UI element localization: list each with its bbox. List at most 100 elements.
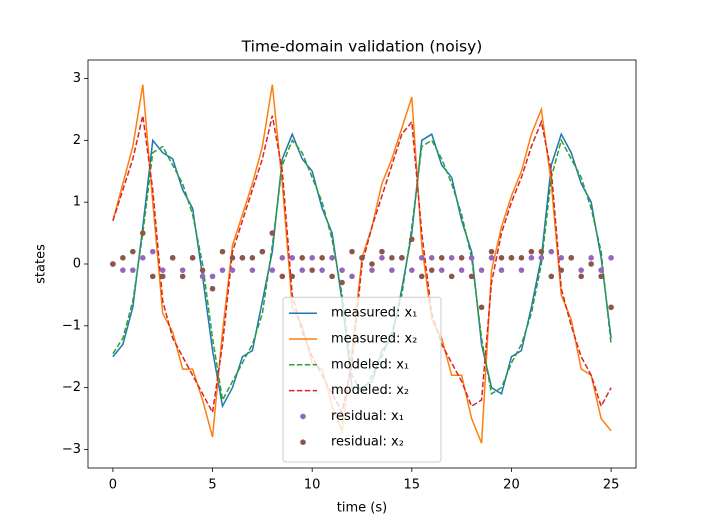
legend: measured: x₁ measured: x₂ modeled: x₁ model… (282, 296, 442, 463)
residual-point (418, 273, 425, 280)
x-tick-label: 25 (603, 478, 620, 493)
x-tick-label: 20 (503, 478, 520, 493)
residual-point (269, 267, 276, 273)
residual-point (269, 230, 276, 236)
residual-point (478, 267, 485, 273)
residual-point (149, 248, 156, 255)
residual-point (249, 267, 256, 273)
residual-point (339, 279, 345, 286)
residual-point (110, 261, 116, 267)
residual-point (289, 273, 296, 280)
residual-point (369, 261, 375, 267)
residual-point (159, 273, 166, 280)
residual-point (349, 273, 355, 280)
residual-point (299, 255, 306, 261)
legend-label: modeled: x₂ (331, 383, 409, 398)
residual-point (578, 267, 584, 273)
residual-point (428, 267, 435, 273)
residual-point (369, 267, 375, 273)
residual-point (329, 273, 335, 280)
chart-title: Time-domain validation (noisy) (241, 38, 483, 56)
residual-point (279, 255, 286, 261)
residual-point (468, 273, 475, 280)
residual-point (319, 255, 325, 261)
residual-point (179, 273, 186, 280)
residual-point (140, 255, 146, 261)
residual-point (199, 267, 206, 273)
series-line (112, 138, 612, 403)
residual-point (528, 255, 535, 261)
y-tick-label: 1 (73, 195, 81, 210)
residual-point (488, 255, 495, 261)
residual-point (548, 273, 555, 280)
residual-point (309, 267, 315, 273)
residual-point (608, 255, 614, 261)
legend-box (282, 296, 442, 463)
residual-point (498, 267, 505, 273)
residual-point (120, 255, 126, 261)
residual-point (239, 255, 246, 261)
series-line (112, 115, 612, 415)
x-tick-label: 15 (404, 478, 421, 493)
residual-point (438, 255, 445, 261)
residual-point (219, 267, 226, 273)
x-tick-label: 10 (304, 478, 321, 493)
residual-point (468, 255, 475, 261)
residual-point (409, 236, 415, 243)
residual-point (229, 255, 236, 261)
residual-point (149, 273, 156, 280)
residual-point (598, 267, 604, 273)
y-tick-label: 0 (73, 257, 81, 272)
residual-point (389, 267, 395, 273)
residual-point (399, 255, 405, 261)
legend-handle (300, 413, 306, 420)
residual-point (279, 273, 286, 280)
y-tick-label: 2 (73, 133, 81, 148)
residual-point (319, 267, 325, 273)
residual-point (448, 255, 455, 261)
residual-point (379, 248, 385, 255)
residual-point (189, 255, 196, 261)
y-tick-label: 3 (73, 71, 81, 86)
residual-point (130, 248, 136, 255)
legend-label: measured: x₁ (331, 306, 417, 321)
residual-point (199, 273, 206, 280)
residual-point (349, 248, 355, 255)
residual-point (598, 273, 604, 280)
residual-point (518, 267, 525, 273)
residual-point (120, 267, 126, 273)
residual-point (299, 267, 306, 273)
residual-point (528, 248, 535, 255)
legend-label: residual: x₂ (331, 435, 404, 450)
residual-point (508, 255, 515, 261)
residual-point (428, 255, 435, 261)
residual-point (229, 267, 236, 273)
residual-point (498, 255, 505, 261)
residual-point (159, 267, 166, 273)
residual-point (179, 267, 186, 273)
residual-point (289, 255, 296, 261)
residual-point (259, 248, 266, 255)
residual-point (379, 255, 385, 261)
residual-point (458, 255, 465, 261)
legend-handle (300, 439, 306, 446)
y-tick-label: −3 (62, 442, 81, 457)
plot-frame (87, 59, 637, 469)
legend-label: residual: x₁ (331, 409, 404, 424)
residual-point (130, 267, 136, 273)
x-axis-label: time (s) (337, 501, 387, 516)
residual-point (359, 255, 365, 261)
residual-point (578, 273, 584, 280)
residual-point (389, 255, 395, 261)
residual-point (558, 267, 565, 273)
residual-point (209, 285, 216, 292)
residual-point (548, 248, 555, 255)
residual-point (448, 273, 455, 280)
legend-label: modeled: x₁ (331, 357, 409, 372)
residual-point (588, 261, 594, 267)
residual-point (438, 267, 445, 273)
residual-point (608, 304, 614, 311)
residual-point (458, 267, 465, 273)
residual-point (488, 248, 495, 255)
